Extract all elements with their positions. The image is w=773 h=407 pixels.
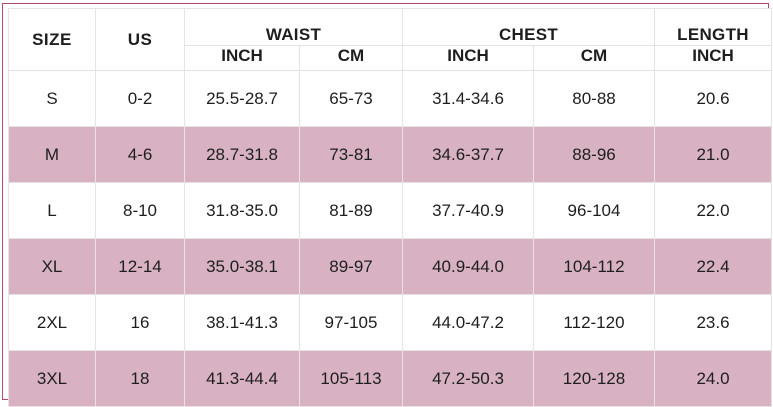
cell-waist-cm: 97-105	[299, 294, 403, 351]
cell-us: 12-14	[95, 238, 185, 295]
cell-chest-cm: 104-112	[533, 238, 655, 295]
cell-us: 0-2	[95, 70, 185, 127]
header-size: SIZE	[8, 8, 96, 71]
table-row: 2XL 16 38.1-41.3 97-105 44.0-47.2 112-12…	[8, 294, 772, 351]
cell-waist-cm: 105-113	[299, 350, 403, 407]
cell-waist-inch: 31.8-35.0	[184, 182, 300, 239]
table-row: S 0-2 25.5-28.7 65-73 31.4-34.6 80-88 20…	[8, 70, 772, 127]
header-waist: WAIST	[184, 8, 403, 46]
cell-chest-cm: 120-128	[533, 350, 655, 407]
cell-chest-cm: 88-96	[533, 126, 655, 183]
cell-waist-inch: 41.3-44.4	[184, 350, 300, 407]
table-row: XL 12-14 35.0-38.1 89-97 40.9-44.0 104-1…	[8, 238, 772, 295]
cell-waist-inch: 25.5-28.7	[184, 70, 300, 127]
size-chart-table: SIZE US WAIST CHEST LENGTH INCH CM INCH …	[8, 8, 772, 407]
cell-chest-cm: 80-88	[533, 70, 655, 127]
cell-length-inch: 23.6	[654, 294, 772, 351]
cell-size: 2XL	[8, 294, 96, 351]
subheader-waist-cm: CM	[299, 45, 403, 71]
cell-size: XL	[8, 238, 96, 295]
cell-waist-cm: 73-81	[299, 126, 403, 183]
cell-chest-inch: 37.7-40.9	[402, 182, 534, 239]
cell-waist-inch: 38.1-41.3	[184, 294, 300, 351]
cell-waist-cm: 65-73	[299, 70, 403, 127]
table-row: L 8-10 31.8-35.0 81-89 37.7-40.9 96-104 …	[8, 182, 772, 239]
cell-waist-inch: 35.0-38.1	[184, 238, 300, 295]
cell-chest-inch: 47.2-50.3	[402, 350, 534, 407]
cell-length-inch: 22.0	[654, 182, 772, 239]
table-row: M 4-6 28.7-31.8 73-81 34.6-37.7 88-96 21…	[8, 126, 772, 183]
cell-size: M	[8, 126, 96, 183]
subheader-chest-cm: CM	[533, 45, 655, 71]
cell-length-inch: 21.0	[654, 126, 772, 183]
cell-size: L	[8, 182, 96, 239]
header-us: US	[95, 8, 185, 71]
cell-us: 16	[95, 294, 185, 351]
subheader-waist-inch: INCH	[184, 45, 300, 71]
cell-size: S	[8, 70, 96, 127]
subheader-chest-inch: INCH	[402, 45, 534, 71]
cell-us: 4-6	[95, 126, 185, 183]
cell-length-inch: 22.4	[654, 238, 772, 295]
cell-us: 18	[95, 350, 185, 407]
subheader-length-inch: INCH	[654, 45, 772, 71]
cell-chest-inch: 40.9-44.0	[402, 238, 534, 295]
cell-chest-cm: 112-120	[533, 294, 655, 351]
header-chest: CHEST	[402, 8, 655, 46]
table-row: 3XL 18 41.3-44.4 105-113 47.2-50.3 120-1…	[8, 350, 772, 407]
cell-waist-cm: 89-97	[299, 238, 403, 295]
cell-size: 3XL	[8, 350, 96, 407]
cell-chest-inch: 31.4-34.6	[402, 70, 534, 127]
cell-length-inch: 20.6	[654, 70, 772, 127]
cell-waist-cm: 81-89	[299, 182, 403, 239]
cell-length-inch: 24.0	[654, 350, 772, 407]
cell-us: 8-10	[95, 182, 185, 239]
cell-chest-inch: 44.0-47.2	[402, 294, 534, 351]
cell-chest-cm: 96-104	[533, 182, 655, 239]
cell-chest-inch: 34.6-37.7	[402, 126, 534, 183]
header-length: LENGTH	[654, 8, 772, 46]
cell-waist-inch: 28.7-31.8	[184, 126, 300, 183]
